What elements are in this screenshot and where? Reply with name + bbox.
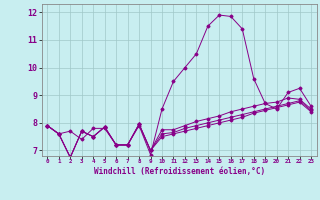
X-axis label: Windchill (Refroidissement éolien,°C): Windchill (Refroidissement éolien,°C) [94,167,265,176]
